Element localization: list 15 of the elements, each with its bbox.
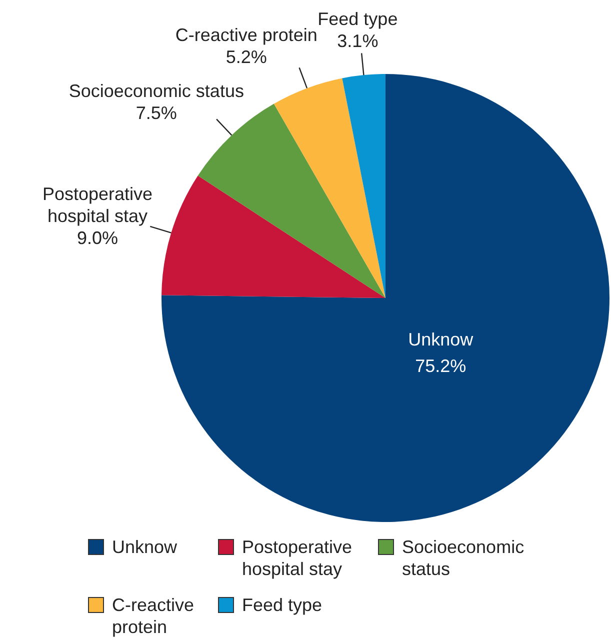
legend-label: Unknow [112, 536, 178, 558]
legend-label: Socioeconomic status [402, 536, 526, 580]
slice-label: Socioeconomic status [68, 81, 244, 102]
data-label: 3.1% [337, 31, 378, 52]
data-label: 75.2% [415, 356, 466, 376]
legend-label: Feed type [242, 594, 322, 616]
legend-label: Postoperative hospital stay [242, 536, 354, 580]
data-label: 9.0% [76, 228, 118, 248]
slice-label: C-reactive protein [175, 24, 318, 45]
legend-label: C-reactive protein [112, 594, 196, 638]
slice-label: Postoperative hospital stay [42, 184, 153, 226]
data-label: 5.2% [226, 46, 267, 67]
data-label: 7.5% [136, 103, 177, 124]
slice-label: Unknow [408, 330, 474, 350]
slice-label: Feed type [318, 9, 398, 30]
